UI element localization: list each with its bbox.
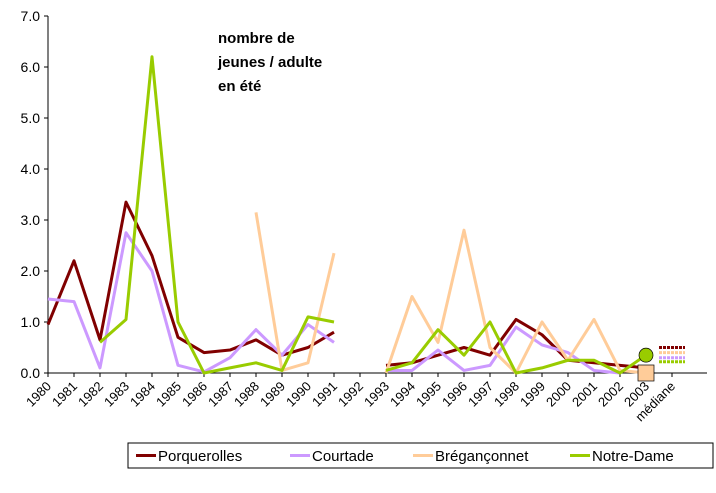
y-tick-label: 2.0: [21, 263, 41, 279]
x-tick-label: 2000: [543, 379, 574, 410]
x-tick-label: 1996: [439, 379, 470, 410]
x-tick-label: 1994: [387, 379, 418, 410]
annotation: jeunes / adulte: [217, 54, 322, 71]
x-tick-label: 1980: [23, 379, 54, 410]
x-tick-label: 1989: [257, 379, 288, 410]
x-tick-label: 1983: [101, 379, 132, 410]
x-tick-label: 1998: [491, 379, 522, 410]
x-tick-label: 2002: [595, 379, 626, 410]
y-tick-label: 0.0: [21, 365, 41, 381]
legend-label: Brégançonnet: [435, 448, 529, 465]
x-tick-label: 1988: [231, 379, 262, 410]
x-tick-label: 1993: [361, 379, 392, 410]
series-line: [46, 200, 335, 357]
y-tick-label: 4.0: [21, 161, 41, 177]
legend-label: Courtade: [312, 448, 374, 465]
series-line: [385, 320, 647, 375]
x-tick-label: 1995: [413, 379, 444, 410]
end-marker: [638, 347, 654, 363]
series-line: [99, 55, 335, 375]
x-tick-label: 1992: [335, 379, 366, 410]
x-tick-label: 1997: [465, 379, 496, 410]
x-tick-label: 1982: [75, 379, 106, 410]
x-tick-label: 1987: [205, 379, 236, 410]
series-line: [384, 228, 647, 375]
x-tick-label: 1984: [127, 379, 158, 410]
series-line: [254, 212, 336, 372]
annotation: en été: [218, 78, 261, 95]
series-line: [47, 231, 335, 374]
y-tick-label: 7.0: [21, 8, 41, 24]
y-tick-label: 6.0: [21, 59, 41, 75]
y-tick-label: 5.0: [21, 110, 41, 126]
x-tick-label: 1981: [49, 379, 80, 410]
x-tick-label: 2001: [569, 379, 600, 410]
y-tick-label: 3.0: [21, 212, 41, 228]
end-marker: [637, 364, 655, 382]
x-tick-label: 1991: [309, 379, 340, 410]
legend-label: Notre-Dame: [592, 448, 674, 465]
x-tick-label: 1985: [153, 379, 184, 410]
x-tick-label: 1986: [179, 379, 210, 410]
annotation: nombre de: [218, 30, 295, 47]
x-tick-label: 1990: [283, 379, 314, 410]
x-tick-label: 1999: [517, 379, 548, 410]
legend-label: Porquerolles: [158, 448, 242, 465]
y-tick-label: 1.0: [21, 314, 41, 330]
